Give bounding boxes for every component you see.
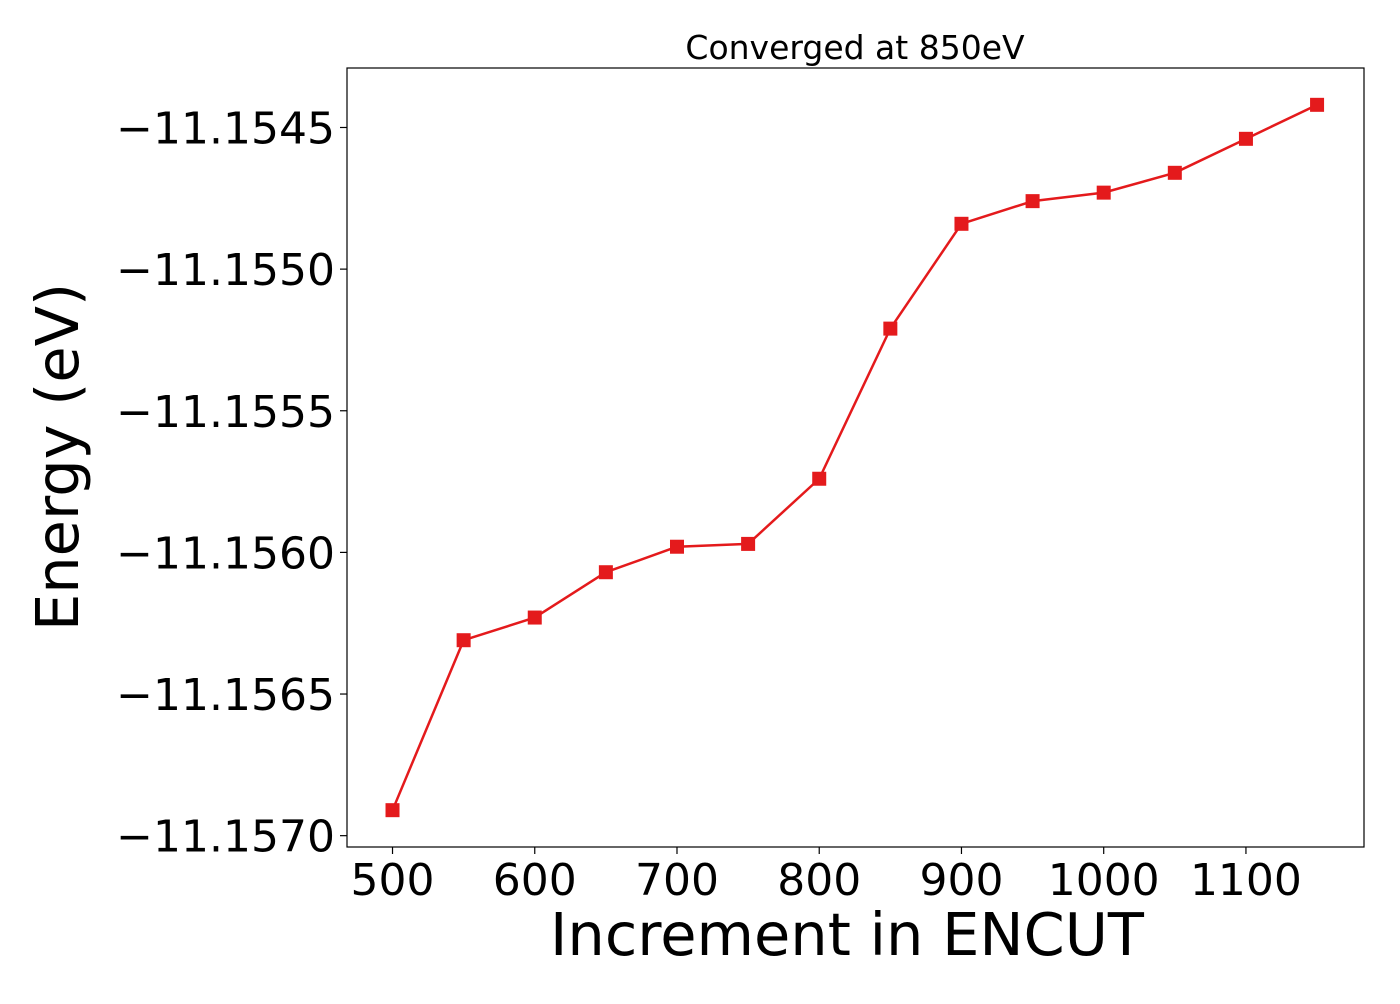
data-point-marker (1310, 97, 1325, 112)
x-tick-label: 700 (635, 855, 719, 906)
data-point-marker (741, 536, 756, 551)
x-axis-ticks: 500 600 700 800 900 1000 1100 (351, 847, 1302, 906)
x-tick-label: 900 (919, 855, 1003, 906)
y-axis-label: Energy (eV) (23, 283, 92, 631)
x-tick-label: 1000 (1048, 855, 1160, 906)
data-point-marker (1238, 131, 1253, 146)
y-tick-label: −11.1570 (116, 812, 335, 863)
data-point-marker (598, 565, 613, 580)
data-point-marker (669, 539, 684, 554)
y-tick-label: −11.1555 (116, 387, 335, 438)
data-point-marker (883, 321, 898, 336)
chart-title: Converged at 850eV (685, 28, 1025, 67)
data-point-marker (1167, 165, 1182, 180)
plot-frame (346, 67, 1365, 848)
data-point-marker (1025, 194, 1040, 209)
y-tick-label: −11.1565 (116, 670, 335, 721)
data-point-marker (954, 216, 969, 231)
x-tick-label: 500 (351, 855, 435, 906)
data-point-marker (812, 471, 827, 486)
y-tick-label: −11.1560 (116, 528, 335, 579)
y-tick-label: −11.1545 (116, 103, 335, 154)
data-point-marker (527, 610, 542, 625)
y-axis-ticks: −11.1545 −11.1550 −11.1555 −11.1560 −11.1565… (116, 103, 347, 863)
x-axis-label: Increment in ENCUT (550, 900, 1145, 969)
y-tick-label: −11.1550 (116, 245, 335, 296)
x-tick-label: 800 (777, 855, 861, 906)
series-layer (385, 97, 1325, 818)
data-point-marker (1096, 185, 1111, 200)
x-tick-label: 1100 (1190, 855, 1302, 906)
series-line (391, 103, 1318, 811)
x-tick-label: 600 (493, 855, 577, 906)
data-point-marker (456, 633, 471, 648)
data-point-marker (385, 803, 400, 818)
